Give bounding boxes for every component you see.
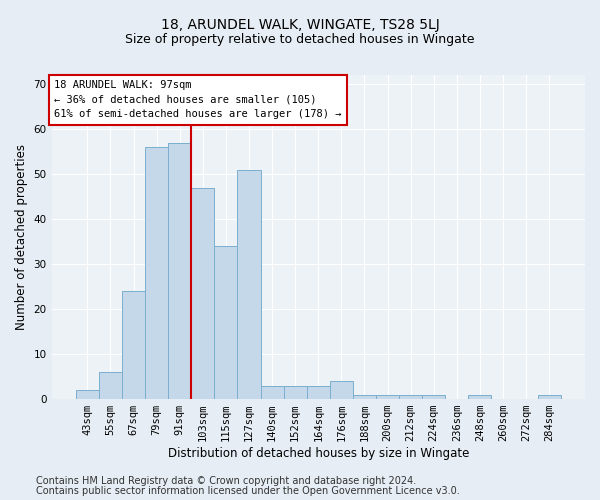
Bar [469, 394, 491, 399]
Bar [238, 170, 260, 399]
Bar [538, 394, 561, 399]
Text: Size of property relative to detached houses in Wingate: Size of property relative to detached ho… [125, 32, 475, 46]
Bar [99, 372, 122, 399]
Bar [191, 188, 214, 399]
Bar [353, 394, 376, 399]
Bar [76, 390, 99, 399]
Text: 18, ARUNDEL WALK, WINGATE, TS28 5LJ: 18, ARUNDEL WALK, WINGATE, TS28 5LJ [161, 18, 439, 32]
Bar [168, 142, 191, 399]
Bar [399, 394, 422, 399]
Text: Contains HM Land Registry data © Crown copyright and database right 2024.: Contains HM Land Registry data © Crown c… [36, 476, 416, 486]
Bar [330, 381, 353, 399]
Bar [214, 246, 238, 399]
Bar [284, 386, 307, 399]
Bar [422, 394, 445, 399]
Text: Contains public sector information licensed under the Open Government Licence v3: Contains public sector information licen… [36, 486, 460, 496]
X-axis label: Distribution of detached houses by size in Wingate: Distribution of detached houses by size … [167, 447, 469, 460]
Text: 18 ARUNDEL WALK: 97sqm
← 36% of detached houses are smaller (105)
61% of semi-de: 18 ARUNDEL WALK: 97sqm ← 36% of detached… [54, 80, 342, 120]
Bar [260, 386, 284, 399]
Y-axis label: Number of detached properties: Number of detached properties [15, 144, 28, 330]
Bar [122, 291, 145, 399]
Bar [145, 147, 168, 399]
Bar [307, 386, 330, 399]
Bar [376, 394, 399, 399]
